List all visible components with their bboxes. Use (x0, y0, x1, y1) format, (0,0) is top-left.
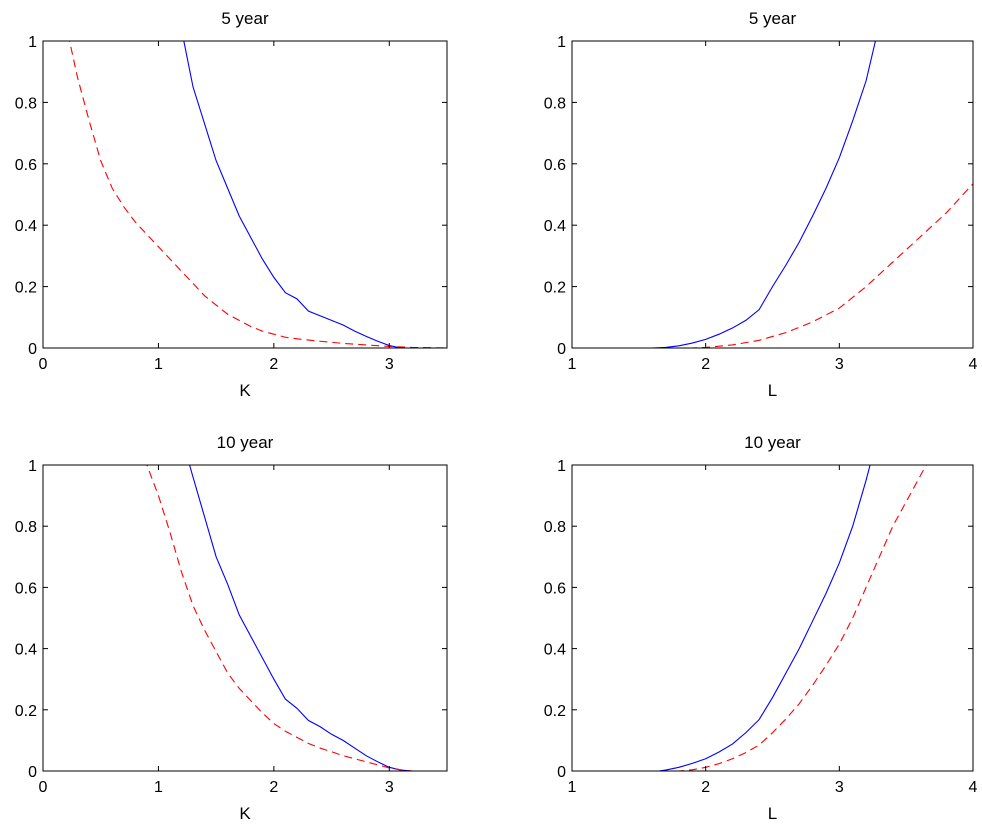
y-tick-label: 0.4 (15, 642, 37, 659)
x-axis-label: K (239, 381, 251, 400)
y-tick-label: 0.2 (15, 703, 37, 720)
y-tick-label: 0.4 (544, 218, 566, 235)
chart-title: 10 year (217, 433, 274, 452)
solid-blue-series (572, 465, 871, 771)
y-tick-label: 0.2 (15, 280, 37, 297)
axes-box (571, 464, 974, 772)
solid-blue-series (572, 41, 876, 348)
x-axis-label: L (768, 381, 777, 400)
x-tick-label: 2 (701, 779, 710, 796)
x-tick-label: 1 (568, 356, 577, 373)
y-tick-label: 0.6 (15, 580, 37, 597)
x-tick-label: 3 (385, 356, 394, 373)
x-axis-label: L (768, 804, 777, 823)
dashed-red-series (68, 41, 447, 348)
y-tick-label: 0.2 (544, 703, 566, 720)
y-tick-label: 0.4 (15, 218, 37, 235)
solid-blue-series (189, 465, 447, 771)
chart-panel-1: 0 1 2 3 0 0.2 0.4 0.6 0.8 1 K 5 year (15, 9, 448, 400)
chart-panel-4: 1 2 3 4 0 0.2 0.4 0.6 0.8 1 L 10 year (544, 433, 978, 823)
dashed-red-series (572, 183, 973, 348)
axes-box (571, 40, 974, 349)
y-tick-label: 0.6 (544, 157, 566, 174)
y-tick-label: 0.8 (544, 95, 566, 112)
solid-blue-series (183, 41, 447, 348)
y-tick-label: 0.2 (544, 280, 566, 297)
x-tick-label: 2 (269, 779, 278, 796)
x-tick-label: 3 (835, 356, 844, 373)
y-tick-label: 0.8 (15, 519, 37, 536)
x-tick-label: 4 (969, 356, 978, 373)
x-tick-label: 2 (701, 356, 710, 373)
chart-title: 10 year (744, 433, 801, 452)
axes-box (42, 40, 448, 349)
y-tick-label: 0.4 (544, 642, 566, 659)
x-tick-label: 0 (39, 779, 48, 796)
y-tick-label: 0 (557, 764, 566, 781)
y-tick-label: 0.8 (15, 95, 37, 112)
y-tick-label: 1 (557, 458, 566, 475)
axes-box (42, 464, 448, 772)
dashed-red-series (146, 465, 447, 771)
chart-panel-3: 0 1 2 3 0 0.2 0.4 0.6 0.8 1 K 10 year (15, 433, 448, 823)
y-tick-label: 0 (28, 764, 37, 781)
x-tick-label: 1 (154, 779, 163, 796)
dashed-red-series (572, 465, 927, 771)
x-tick-label: 3 (835, 779, 844, 796)
x-tick-label: 3 (385, 779, 394, 796)
x-tick-label: 1 (154, 356, 163, 373)
y-tick-label: 1 (28, 458, 37, 475)
x-tick-label: 1 (568, 779, 577, 796)
y-tick-label: 0.6 (544, 580, 566, 597)
y-tick-label: 1 (28, 34, 37, 51)
x-tick-label: 0 (39, 356, 48, 373)
chart-title: 5 year (221, 9, 269, 28)
y-tick-label: 0.8 (544, 519, 566, 536)
x-axis-label: K (239, 804, 251, 823)
x-tick-label: 4 (969, 779, 978, 796)
chart-panel-2: 1 2 3 4 0 0.2 0.4 0.6 0.8 1 L 5 year (544, 9, 978, 400)
y-tick-label: 0 (557, 341, 566, 358)
y-tick-label: 0 (28, 341, 37, 358)
y-tick-label: 1 (557, 34, 566, 51)
y-tick-label: 0.6 (15, 157, 37, 174)
chart-title: 5 year (749, 9, 797, 28)
x-tick-label: 2 (269, 356, 278, 373)
